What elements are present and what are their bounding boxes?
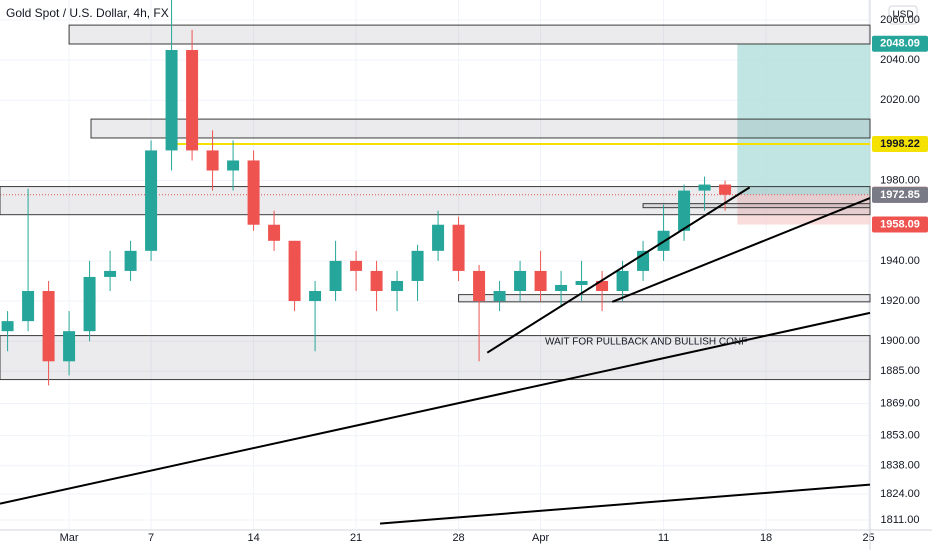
price-tag [872, 216, 928, 233]
zone [0, 335, 871, 381]
zone [68, 24, 871, 45]
y-tick-label: 1940.00 [880, 255, 920, 267]
candle-body [555, 284, 568, 292]
candle-body [63, 331, 76, 362]
candle-body [391, 280, 404, 292]
chart-title: Gold Spot / U.S. Dollar, 4h, FX [6, 6, 169, 20]
candle-body [452, 224, 465, 271]
y-tick-label: 1824.00 [880, 488, 920, 500]
candle-body [678, 190, 691, 231]
zone [458, 294, 871, 303]
candle-body [575, 280, 588, 285]
y-tick-label: 1920.00 [880, 295, 920, 307]
candle-body [83, 276, 96, 332]
candle-body [145, 150, 158, 251]
x-tick-label: 11 [658, 532, 669, 544]
x-tick-label: 28 [452, 532, 464, 544]
candle-body [596, 280, 609, 292]
trendline [0, 311, 871, 505]
y-tick-label: 2040.00 [880, 54, 920, 66]
y-tick-label: 1980.00 [880, 174, 920, 186]
trendline [379, 483, 871, 525]
loss-zone [737, 194, 870, 225]
zone [90, 118, 871, 139]
x-tick-label: Apr [532, 532, 549, 544]
x-tick-label: Mar [60, 532, 79, 544]
annotation: WAIT FOR PULLBACK AND BULLISH CONF [545, 337, 747, 348]
candle-body [104, 270, 117, 277]
candle-body [124, 250, 137, 271]
price-tag-label: 1972.85 [880, 189, 920, 201]
y-tick-label: 2060.00 [880, 14, 920, 26]
x-tick-label: 25 [862, 532, 874, 544]
candle-body [165, 50, 178, 151]
candle-body [514, 270, 527, 292]
y-tick-label: 1885.00 [880, 365, 920, 377]
candle-body [493, 291, 506, 302]
zone [642, 203, 871, 209]
y-tick-label: 1869.00 [880, 397, 920, 409]
candle-body [309, 291, 322, 302]
y-tick-label: 1853.00 [880, 430, 920, 442]
candle-body [268, 224, 281, 241]
candle-body [42, 291, 55, 362]
x-tick-label: 18 [760, 532, 772, 544]
price-tag-label: 1958.09 [880, 218, 920, 230]
price-tag [872, 135, 928, 152]
trendline [486, 186, 751, 354]
candle-body [719, 184, 732, 195]
x-tick-label: 21 [350, 532, 362, 544]
candle-body [186, 50, 199, 151]
candle-body [370, 270, 383, 292]
candle-body [698, 184, 711, 191]
y-tick-label: 1838.00 [880, 460, 920, 472]
candle-body [227, 160, 240, 171]
x-tick-label: 7 [148, 532, 154, 544]
candle-body [1, 321, 14, 332]
currency-button[interactable] [888, 5, 918, 25]
candle-body [534, 270, 547, 292]
price-tag-label: 1998.22 [880, 138, 920, 150]
candle-body [432, 224, 445, 251]
y-tick-label: 1811.00 [881, 514, 920, 526]
candle-body [329, 260, 342, 292]
candle-body [206, 150, 219, 171]
x-tick-label: 14 [247, 532, 259, 544]
candle-body [247, 160, 260, 225]
y-tick-label: 2020.00 [880, 94, 920, 106]
candle-body [616, 270, 629, 292]
candle-body [350, 260, 363, 271]
price-tag-label: 2048.09 [880, 38, 920, 50]
price-tag [872, 35, 928, 52]
candle-body [288, 240, 301, 302]
candle-body [473, 270, 486, 302]
price-tag [872, 186, 928, 203]
y-tick-label: 1900.00 [880, 335, 920, 347]
currency-label[interactable]: USD [892, 10, 913, 21]
candle-body [22, 291, 35, 322]
zone [0, 186, 871, 216]
candle-body [411, 250, 424, 281]
trendline [611, 197, 871, 303]
